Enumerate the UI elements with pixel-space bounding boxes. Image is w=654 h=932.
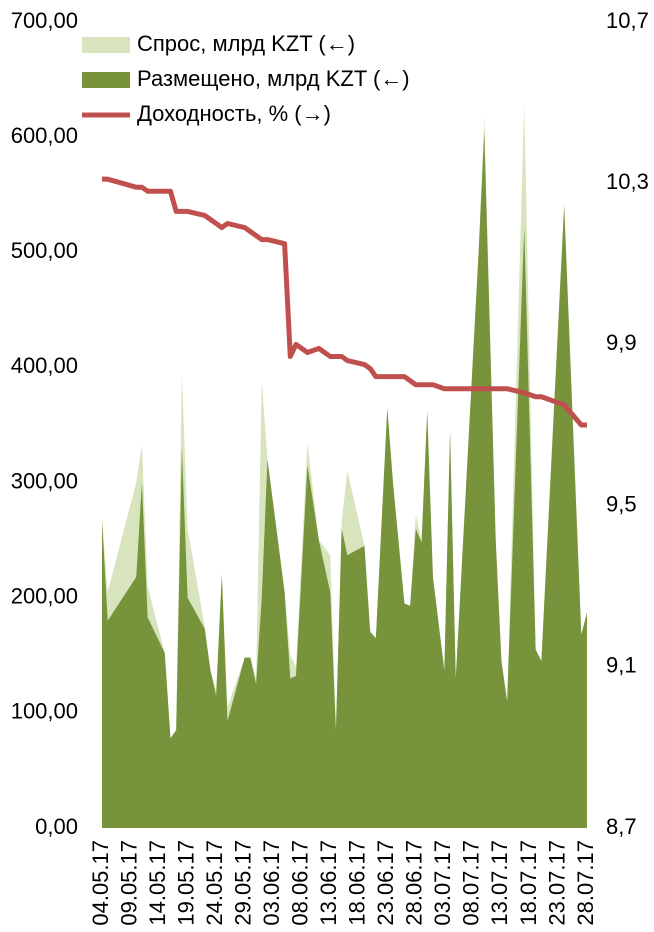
x-tick-label: 09.05.17 (116, 840, 141, 926)
x-tick-label: 24.05.17 (202, 840, 227, 926)
legend-swatch (82, 72, 130, 88)
legend-label: Размещено, млрд KZT (←) (137, 66, 410, 91)
x-tick-label: 13.06.17 (316, 840, 341, 926)
y2-tick-label: 10,3 (606, 169, 649, 194)
x-tick-label: 18.06.17 (345, 840, 370, 926)
area (102, 131, 587, 828)
legend-swatch (82, 37, 130, 53)
x-tick-label: 13.07.17 (487, 840, 512, 926)
y-tick-label: 400,00 (11, 353, 78, 378)
x-tick-label: 14.05.17 (145, 840, 170, 926)
legend-label: Доходность, % (→) (137, 101, 331, 126)
y-tick-label: 500,00 (11, 238, 78, 263)
y-tick-label: 0,00 (35, 814, 78, 839)
y-tick-label: 100,00 (11, 699, 78, 724)
y-tick-label: 300,00 (11, 468, 78, 493)
y-tick-label: 600,00 (11, 123, 78, 148)
y-tick-label: 700,00 (11, 8, 78, 33)
y2-tick-label: 8,7 (606, 814, 637, 839)
x-tick-label: 29.05.17 (230, 840, 255, 926)
y-tick-label: 200,00 (11, 584, 78, 609)
x-tick-label: 19.05.17 (173, 840, 198, 926)
x-tick-label: 23.07.17 (544, 840, 569, 926)
x-tick-label: 08.07.17 (459, 840, 484, 926)
line (102, 176, 587, 428)
x-tick-label: 04.05.17 (88, 840, 113, 926)
y2-tick-label: 9,5 (606, 491, 637, 516)
x-tick-label: 23.06.17 (373, 840, 398, 926)
y2-tick-label: 10,7 (606, 8, 649, 33)
legend-label: Спрос, млрд KZT (←) (137, 31, 355, 56)
x-tick-label: 08.06.17 (288, 840, 313, 926)
x-tick-label: 03.06.17 (259, 840, 284, 926)
x-tick-label: 18.07.17 (516, 840, 541, 926)
x-tick-label: 03.07.17 (430, 840, 455, 926)
y2-tick-label: 9,1 (606, 653, 637, 678)
x-tick-label: 28.06.17 (402, 840, 427, 926)
y2-tick-label: 9,9 (606, 330, 637, 355)
x-tick-label: 28.07.17 (573, 840, 598, 926)
